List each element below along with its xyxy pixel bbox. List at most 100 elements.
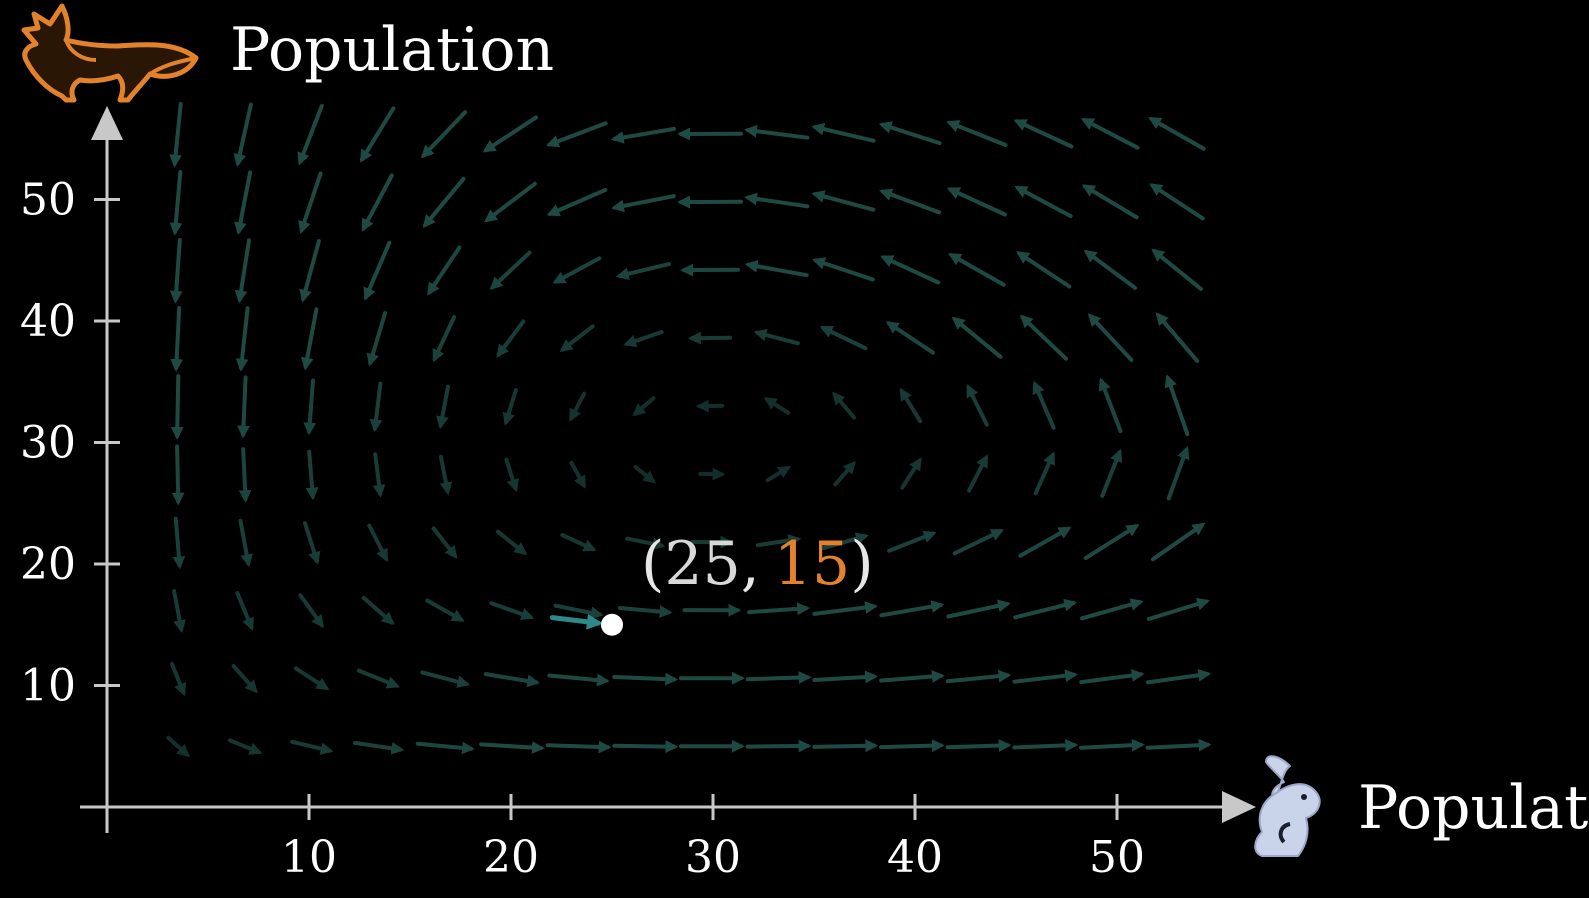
- field-arrow: [172, 516, 186, 570]
- field-arrow: [356, 668, 400, 689]
- field-arrow: [227, 738, 263, 755]
- field-arrow: [1012, 669, 1078, 684]
- fox-icon: [21, 3, 199, 103]
- field-arrow: [1012, 738, 1079, 752]
- field-arrow: [363, 240, 392, 301]
- x-axis-arrowhead: [1222, 791, 1256, 823]
- field-arrow: [172, 589, 186, 633]
- field-arrow: [359, 106, 396, 163]
- field-arrow: [832, 391, 856, 420]
- field-arrow: [233, 102, 253, 167]
- field-arrow: [879, 600, 945, 618]
- field-arrow: [303, 521, 321, 565]
- field-arrow: [431, 526, 458, 559]
- field-arrow: [547, 673, 610, 687]
- x-tick-label: 30: [685, 832, 741, 883]
- field-arrow: [432, 315, 457, 363]
- field-arrow: [946, 599, 1011, 619]
- field-arrow: [420, 670, 471, 688]
- point-label-close: ): [850, 529, 873, 599]
- field-arrow: [878, 121, 942, 146]
- field-arrow: [1016, 251, 1072, 289]
- field-arrow: [1018, 526, 1072, 558]
- field-arrow: [1148, 117, 1206, 151]
- field-arrow: [171, 444, 185, 506]
- field-arrow: [880, 255, 941, 285]
- field-arrow: [293, 666, 330, 691]
- y-tick-label: 20: [20, 539, 76, 590]
- field-arrow: [427, 245, 462, 296]
- field-arrow: [1166, 445, 1190, 501]
- point-label-comma: ,: [741, 529, 760, 599]
- field-arrow: [169, 661, 187, 697]
- field-arrow: [755, 534, 802, 548]
- field-arrow: [1014, 185, 1073, 219]
- field-arrow: [945, 669, 1012, 684]
- field-arrow: [611, 194, 676, 213]
- field-arrow: [1013, 119, 1074, 149]
- field-arrow: [305, 449, 319, 501]
- y-tick-label: 30: [20, 418, 76, 469]
- field-arrow: [1151, 522, 1206, 562]
- field-arrow: [422, 176, 466, 228]
- field-arrow: [495, 529, 528, 556]
- field-arrow: [951, 316, 1003, 359]
- field-arrow: [1146, 597, 1210, 621]
- field-arrow: [819, 325, 868, 351]
- field-arrow: [298, 171, 323, 235]
- field-arrow: [1013, 598, 1078, 620]
- field-arrow: [170, 306, 184, 372]
- vector-field: [166, 102, 1212, 758]
- field-arrow: [504, 457, 519, 493]
- field-arrow: [496, 319, 526, 358]
- field-arrow: [900, 457, 922, 490]
- field-arrow: [879, 188, 942, 215]
- field-arrow: [1080, 118, 1140, 150]
- field-arrow: [1081, 184, 1139, 220]
- field-arrow: [366, 311, 388, 367]
- field-arrow: [502, 388, 518, 426]
- field-arrow: [744, 259, 809, 278]
- x-tick-label: 40: [887, 832, 943, 883]
- field-arrow: [1079, 738, 1145, 752]
- field-arrow: [952, 529, 1005, 556]
- field-arrow: [367, 523, 388, 563]
- point-label-x: 25: [664, 529, 740, 599]
- field-arrow: [235, 306, 250, 372]
- field-arrow: [625, 536, 666, 551]
- field-arrow: [1019, 314, 1068, 361]
- field-arrow: [811, 122, 876, 143]
- field-arrow: [425, 598, 465, 622]
- field-arrow: [612, 672, 679, 686]
- field-arrow: [372, 452, 386, 498]
- field-arrow: [235, 591, 254, 631]
- field-arrow: [1145, 738, 1212, 752]
- rabbit-icon: [1254, 755, 1321, 857]
- field-arrow: [545, 740, 612, 754]
- field-arrow: [744, 192, 810, 209]
- field-arrow: [169, 170, 183, 236]
- field-arrow: [747, 602, 811, 616]
- field-arrow: [353, 740, 405, 755]
- x-tick-label: 20: [483, 832, 539, 883]
- field-arrow: [899, 387, 923, 424]
- field-arrow: [812, 257, 875, 282]
- field-arrow: [623, 330, 664, 348]
- field-arrow: [879, 670, 945, 683]
- field-arrow: [369, 381, 383, 433]
- field-arrow: [482, 115, 539, 153]
- field-arrow: [945, 739, 1012, 752]
- x-axis-label: Populat: [1358, 773, 1588, 843]
- field-arrow: [946, 120, 1008, 147]
- field-arrow: [553, 603, 604, 620]
- y-tick-label: 10: [20, 661, 76, 712]
- field-arrow: [967, 454, 989, 493]
- field-arrow: [1098, 377, 1123, 433]
- field-arrow: [546, 188, 608, 217]
- field-arrow: [966, 384, 989, 427]
- field-arrow: [1155, 312, 1200, 363]
- field-arrow: [166, 735, 190, 758]
- field-arrow: [238, 447, 252, 503]
- field-arrow: [753, 328, 800, 346]
